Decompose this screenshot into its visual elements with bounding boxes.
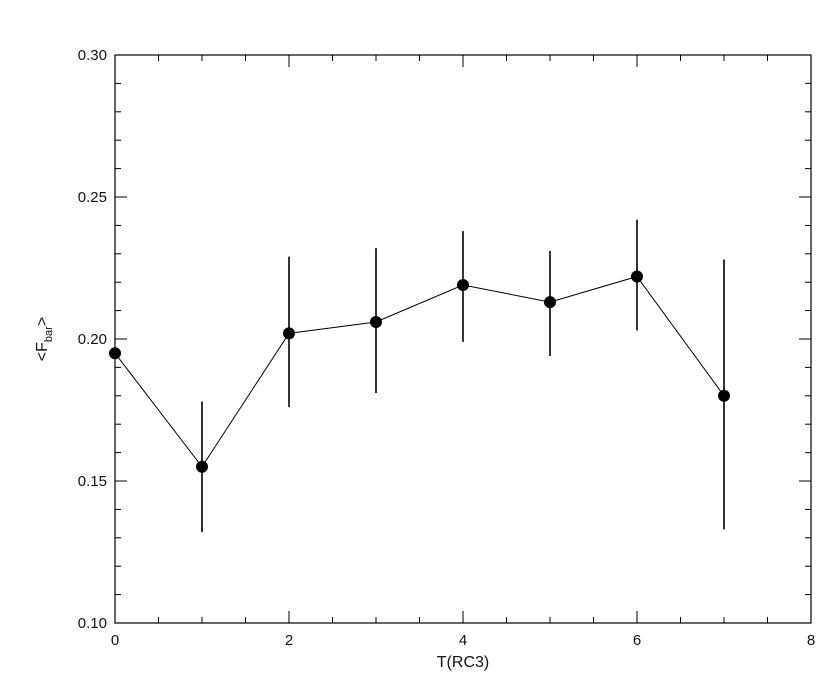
axis-tick-labels: 0 2 4 6 8 0.10 0.15 0.20 0.25 0.30 — [78, 47, 815, 649]
y-tick-label: 0.15 — [78, 473, 107, 490]
x-tick-label: 4 — [459, 632, 467, 649]
x-tick-label: 8 — [807, 632, 815, 649]
y-tick-label: 0.20 — [78, 331, 107, 348]
x-tick-label: 6 — [633, 632, 641, 649]
axis-ticks — [114, 54, 812, 624]
y-tick-label: 0.10 — [78, 615, 107, 632]
series-line — [114, 275, 725, 468]
y-axis-title-subscript: bar — [43, 326, 55, 342]
x-axis-title: T(RC3) — [437, 654, 489, 671]
data-point — [544, 296, 556, 309]
data-point — [283, 327, 295, 340]
data-point — [457, 279, 469, 292]
data-point — [196, 460, 208, 473]
data-point — [109, 347, 121, 360]
data-point — [718, 389, 730, 402]
y-axis-title-main: <F — [34, 342, 51, 361]
x-tick-label: 2 — [285, 632, 293, 649]
x-tick-label: 0 — [111, 632, 119, 649]
y-axis-title-suffix: > — [34, 317, 51, 326]
y-tick-label: 0.30 — [78, 47, 107, 64]
error-bars — [201, 219, 725, 533]
data-point — [631, 270, 643, 283]
data-point — [370, 315, 382, 328]
y-tick-label: 0.25 — [78, 189, 107, 206]
y-axis-title: <Fbar> — [34, 317, 55, 361]
data-points — [109, 270, 730, 473]
